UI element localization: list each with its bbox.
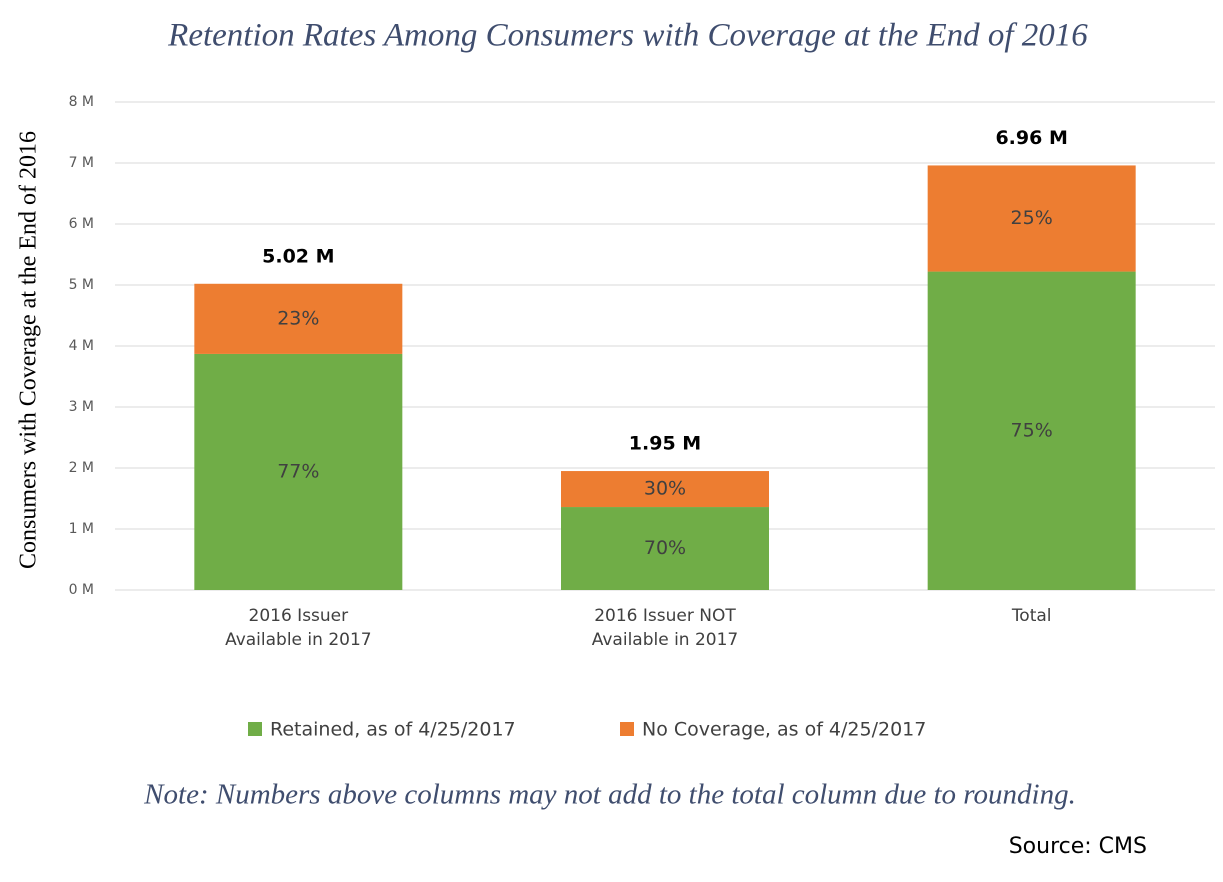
y-tick-label: 4 M: [69, 338, 94, 354]
legend-label: No Coverage, as of 4/25/2017: [642, 719, 926, 741]
chart-title: Retention Rates Among Consumers with Cov…: [167, 18, 1088, 54]
y-tick-label: 1 M: [69, 521, 94, 537]
bar-segment: [561, 507, 769, 590]
y-tick-label: 6 M: [69, 216, 94, 232]
bar-segment: [561, 471, 769, 508]
x-tick-label: Available in 2017: [225, 630, 372, 650]
data-label: 77%: [277, 460, 319, 482]
y-tick-label: 2 M: [69, 460, 94, 476]
bar-segment: [194, 353, 403, 590]
bar-segment: [927, 271, 1136, 590]
y-axis-label: Consumers with Coverage at the End of 20…: [16, 131, 42, 569]
y-tick-label: 5 M: [69, 277, 94, 293]
x-tick-label: Total: [1011, 606, 1052, 626]
y-tick-label: 7 M: [69, 155, 94, 171]
total-label: 6.96 M: [995, 127, 1067, 149]
total-label: 5.02 M: [262, 245, 334, 267]
bar-segment: [927, 165, 1136, 272]
legend-swatch: [620, 722, 634, 736]
data-label: 25%: [1011, 207, 1053, 229]
legend-label: Retained, as of 4/25/2017: [270, 719, 516, 741]
y-tick-label: 8 M: [69, 94, 94, 110]
legend-swatch: [248, 722, 262, 736]
data-label: 30%: [644, 478, 686, 500]
data-label: 75%: [1011, 419, 1053, 441]
y-tick-label: 3 M: [69, 399, 94, 415]
total-label: 1.95 M: [629, 433, 701, 455]
source: Source: CMS: [1009, 834, 1147, 859]
note: Note: Numbers above columns may not add …: [143, 779, 1076, 811]
y-tick-label: 0 M: [69, 582, 94, 598]
x-tick-label: Available in 2017: [592, 630, 739, 650]
data-label: 23%: [277, 307, 319, 329]
x-tick-label: 2016 Issuer NOT: [594, 606, 736, 626]
x-tick-label: 2016 Issuer: [249, 606, 349, 626]
bar-segment: [194, 283, 403, 354]
data-label: 70%: [644, 537, 686, 559]
